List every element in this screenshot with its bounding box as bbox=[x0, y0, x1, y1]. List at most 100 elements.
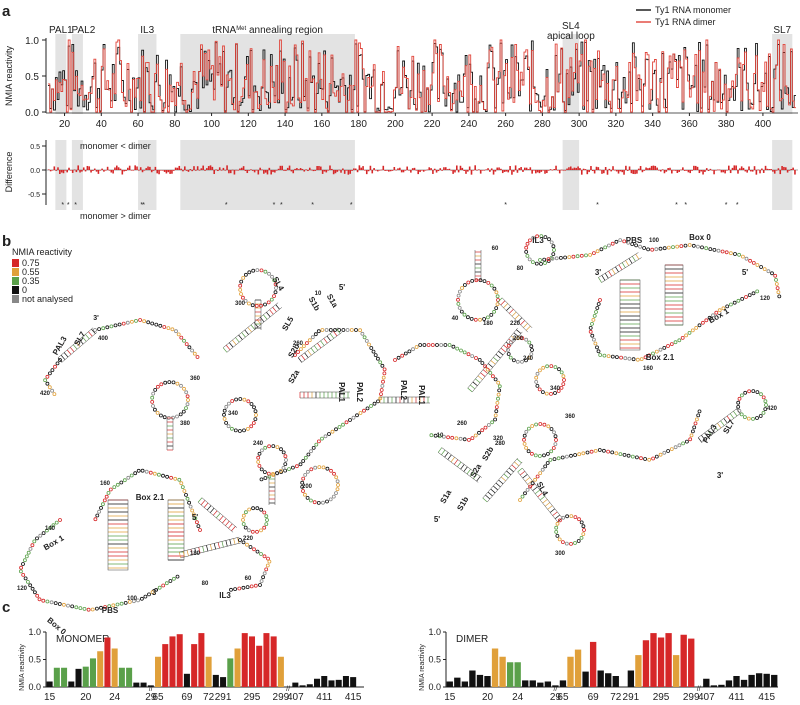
dimer-ylabel: NMIA reactivity bbox=[419, 644, 426, 691]
left-loop-220 bbox=[241, 506, 269, 534]
nucleotide bbox=[161, 583, 166, 588]
x-tick-7: 160 bbox=[313, 119, 330, 130]
nucleotide bbox=[595, 249, 600, 254]
nucleotide bbox=[275, 445, 280, 450]
diff-bar bbox=[75, 170, 78, 173]
nucleotide bbox=[28, 547, 33, 551]
nucleotide bbox=[156, 472, 161, 477]
nucleotide bbox=[32, 539, 37, 544]
diff-bar bbox=[59, 170, 61, 175]
diff-bar bbox=[693, 165, 695, 170]
nucleotide bbox=[460, 286, 464, 290]
dimer-bar-69 bbox=[589, 641, 597, 687]
nucleotide bbox=[533, 453, 538, 458]
base-pair bbox=[470, 384, 476, 390]
dimer-xtick-7: 291 bbox=[623, 692, 640, 703]
nucleotide bbox=[774, 277, 778, 282]
nucleotide bbox=[178, 412, 183, 417]
nucleotide bbox=[267, 474, 272, 479]
base-pair bbox=[202, 546, 205, 553]
structure-label-R-12: 200 bbox=[513, 336, 524, 342]
nucleotide bbox=[138, 318, 143, 322]
diff-bar bbox=[57, 167, 59, 170]
nucleotide bbox=[74, 605, 79, 610]
nucleotide bbox=[553, 442, 558, 447]
nucleotide bbox=[37, 597, 42, 602]
nucleotide bbox=[222, 416, 227, 421]
nucleotide bbox=[325, 499, 329, 504]
ylabel-reactivity: NMIA reactivity bbox=[4, 45, 14, 106]
nucleotide bbox=[294, 464, 299, 469]
base-pair bbox=[544, 502, 551, 507]
monomer-bar-26 bbox=[126, 667, 133, 687]
nucleotide bbox=[293, 353, 297, 357]
region-label-0: PAL1 bbox=[49, 25, 73, 36]
diff-bar bbox=[582, 168, 585, 170]
nucleotide bbox=[262, 525, 267, 530]
nucleotide bbox=[607, 243, 611, 248]
nucleotide bbox=[95, 513, 100, 518]
diff-bar bbox=[307, 170, 309, 172]
nucleotide bbox=[739, 412, 744, 417]
region-top-2 bbox=[138, 34, 157, 114]
nucleotide bbox=[144, 469, 149, 474]
structure-label-L-34: 80 bbox=[202, 581, 209, 587]
base-pair bbox=[88, 331, 93, 337]
structure-label-R-23: S1a bbox=[438, 488, 453, 505]
diff-bar bbox=[353, 168, 355, 170]
nucleotide bbox=[483, 425, 488, 430]
diff-bar bbox=[790, 168, 793, 170]
nucleotide bbox=[551, 244, 556, 249]
nucleotide bbox=[247, 507, 252, 512]
nucleotide bbox=[243, 525, 248, 530]
nucleotide bbox=[109, 324, 114, 329]
nucleotide bbox=[224, 404, 229, 409]
base-pair bbox=[63, 352, 69, 358]
x-tick-13: 280 bbox=[534, 119, 551, 130]
nucleotide bbox=[313, 465, 318, 470]
nucleotide bbox=[270, 274, 274, 279]
structure-label-L-5: 300 bbox=[235, 301, 246, 307]
nucleotide bbox=[265, 563, 270, 568]
diff-bar bbox=[358, 165, 361, 170]
nucleotide bbox=[95, 606, 99, 611]
diff-bar bbox=[163, 170, 166, 172]
nucleotide bbox=[171, 576, 176, 581]
nucleotide bbox=[344, 420, 349, 425]
monomer-bar-415 bbox=[350, 677, 357, 687]
base-pair bbox=[511, 311, 517, 317]
nucleotide bbox=[266, 556, 270, 561]
dimer-bar-70 bbox=[597, 670, 604, 687]
nucleotide bbox=[349, 328, 354, 332]
backbone bbox=[482, 457, 518, 499]
base-pair bbox=[701, 434, 706, 441]
nucleotide bbox=[748, 258, 752, 263]
monomer-xtick-5: 69 bbox=[181, 692, 193, 703]
diff-bar bbox=[656, 167, 658, 170]
monomer-bar-20 bbox=[82, 666, 89, 687]
nucleotide bbox=[150, 399, 155, 404]
nucleotide bbox=[115, 482, 120, 487]
nucleotide bbox=[681, 441, 685, 446]
diff-bar bbox=[204, 170, 206, 171]
diff-bar bbox=[505, 170, 508, 172]
base-pair bbox=[222, 518, 227, 524]
diff-bar bbox=[742, 167, 745, 170]
right-stem-s2 bbox=[482, 457, 523, 503]
diff-bar bbox=[215, 169, 217, 171]
nucleotide bbox=[654, 454, 659, 459]
diff-bar bbox=[584, 169, 587, 170]
diff-bar bbox=[143, 170, 146, 171]
dimer-bar-298 bbox=[680, 634, 687, 687]
monomer-break-1: // bbox=[286, 686, 290, 693]
diff-bar bbox=[433, 168, 436, 170]
dimer-bar-293 bbox=[642, 640, 650, 687]
base-pair bbox=[206, 545, 209, 552]
base-pair bbox=[534, 489, 541, 495]
diff-bar bbox=[705, 168, 708, 170]
diff-bar bbox=[332, 170, 335, 175]
base-pair bbox=[707, 430, 712, 436]
structure-label-R-20: Box 2.1 bbox=[646, 353, 675, 362]
structure-label-L-36: PAL2 bbox=[355, 382, 364, 402]
nucleotide bbox=[480, 361, 485, 365]
